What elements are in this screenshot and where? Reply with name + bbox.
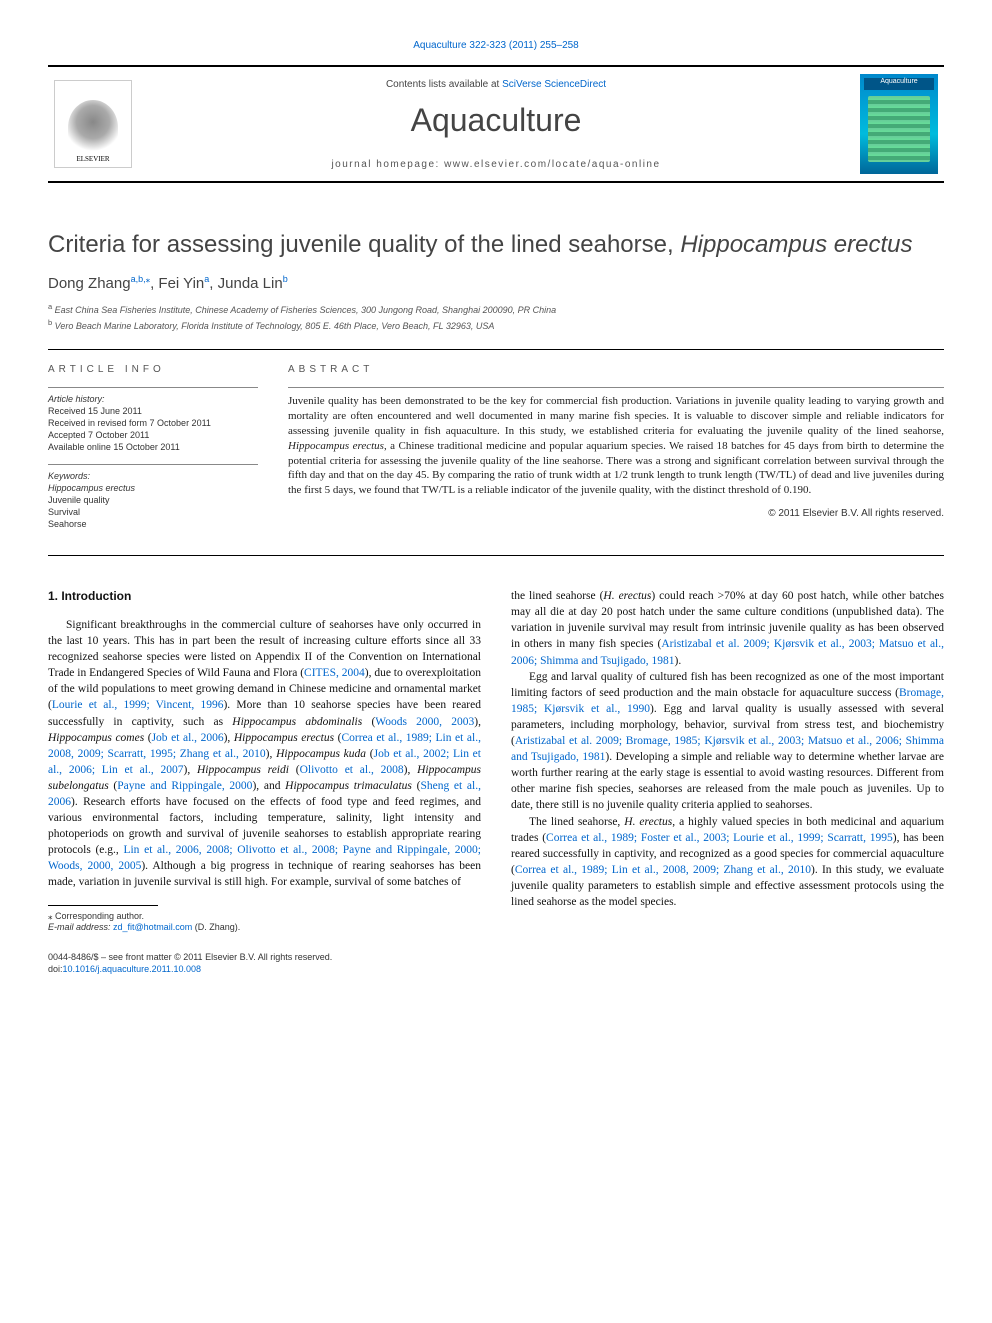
history-revised: Received in revised form 7 October 2011	[48, 418, 258, 428]
cite-correa1989c[interactable]: Correa et al., 1989; Lin et al., 2008, 2…	[515, 864, 811, 876]
sciencedirect-link[interactable]: SciVerse ScienceDirect	[502, 79, 606, 90]
history-online: Available online 15 October 2011	[48, 442, 258, 452]
body-columns: 1. Introduction Significant breakthrough…	[48, 588, 944, 975]
citation-header: Aquaculture 322-323 (2011) 255–258	[48, 40, 944, 51]
intro-paragraph-1-cont: the lined seahorse (H. erectus) could re…	[511, 588, 944, 668]
history-received: Received 15 June 2011	[48, 406, 258, 416]
keyword-2: Juvenile quality	[48, 495, 258, 505]
citation-link[interactable]: Aquaculture 322-323 (2011) 255–258	[413, 40, 579, 51]
author-3: , Junda Lin	[209, 275, 282, 292]
author-2: , Fei Yin	[150, 275, 204, 292]
keyword-4: Seahorse	[48, 519, 258, 529]
intro-paragraph-3: The lined seahorse, H. erectus, a highly…	[511, 814, 944, 911]
divider	[48, 349, 944, 350]
cite-correa1989b[interactable]: Correa et al., 1989; Foster et al., 2003…	[546, 832, 893, 844]
affiliation-a: a East China Sea Fisheries Institute, Ch…	[48, 302, 944, 315]
article-info-heading: article info	[48, 364, 258, 375]
cite-payne2000[interactable]: Payne and Rippingale, 2000	[117, 780, 252, 792]
body-column-right: the lined seahorse (H. erectus) could re…	[511, 588, 944, 975]
intro-paragraph-2: Egg and larval quality of cultured fish …	[511, 669, 944, 814]
cite-cites2004[interactable]: CITES, 2004	[304, 667, 365, 679]
elsevier-label: ELSEVIER	[76, 155, 109, 163]
abstract-panel: abstract Juvenile quality has been demon…	[288, 364, 944, 541]
corresponding-author-note: ⁎ Corresponding author. E-mail address: …	[48, 911, 481, 934]
author-3-affil[interactable]: b	[283, 274, 288, 284]
cite-lourie1999[interactable]: Lourie et al., 1999; Vincent, 1996	[52, 699, 224, 711]
cite-job2006[interactable]: Job et al., 2006	[152, 732, 224, 744]
article-title: Criteria for assessing juvenile quality …	[48, 229, 944, 260]
contents-available-line: Contents lists available at SciVerse Sci…	[132, 79, 860, 90]
abstract-text: Juvenile quality has been demonstrated t…	[288, 387, 944, 498]
cite-woods2000[interactable]: Woods 2000, 2003	[375, 716, 474, 728]
keywords-heading: Keywords:	[48, 471, 258, 481]
journal-header: ELSEVIER Contents lists available at Sci…	[48, 65, 944, 183]
history-heading: Article history:	[48, 394, 258, 404]
journal-homepage: journal homepage: www.elsevier.com/locat…	[132, 159, 860, 170]
footnote-divider	[48, 905, 158, 906]
abstract-copyright: © 2011 Elsevier B.V. All rights reserved…	[288, 508, 944, 519]
bottom-meta: 0044-8486/$ – see front matter © 2011 El…	[48, 952, 481, 975]
body-column-left: 1. Introduction Significant breakthrough…	[48, 588, 481, 975]
elsevier-tree-icon	[68, 100, 118, 155]
intro-paragraph-1: Significant breakthroughs in the commerc…	[48, 617, 481, 891]
affiliation-b: b Vero Beach Marine Laboratory, Florida …	[48, 318, 944, 331]
keywords-block: Keywords: Hippocampus erectus Juvenile q…	[48, 464, 258, 529]
cite-olivotto2008[interactable]: Olivotto et al., 2008	[300, 764, 404, 776]
divider	[48, 555, 944, 556]
author-email-link[interactable]: zd_fit@hotmail.com	[113, 922, 192, 932]
journal-cover-thumbnail: Aquaculture	[860, 74, 938, 174]
author-1-affil[interactable]: a,b,⁎	[131, 274, 151, 284]
header-center: Contents lists available at SciVerse Sci…	[132, 79, 860, 170]
elsevier-logo: ELSEVIER	[54, 80, 132, 168]
article-info-panel: article info Article history: Received 1…	[48, 364, 258, 541]
info-abstract-row: article info Article history: Received 1…	[48, 364, 944, 541]
history-accepted: Accepted 7 October 2011	[48, 430, 258, 440]
keyword-3: Survival	[48, 507, 258, 517]
authors-line: Dong Zhanga,b,⁎, Fei Yina, Junda Linb	[48, 274, 944, 292]
abstract-heading: abstract	[288, 364, 944, 375]
journal-name: Aquaculture	[132, 102, 860, 139]
issn-line: 0044-8486/$ – see front matter © 2011 El…	[48, 952, 481, 964]
article-history-block: Article history: Received 15 June 2011 R…	[48, 387, 258, 452]
doi-link[interactable]: 10.1016/j.aquaculture.2011.10.008	[63, 964, 201, 974]
cover-title: Aquaculture	[860, 78, 938, 85]
author-1: Dong Zhang	[48, 275, 131, 292]
introduction-heading: 1. Introduction	[48, 588, 481, 605]
keyword-1: Hippocampus erectus	[48, 483, 258, 493]
